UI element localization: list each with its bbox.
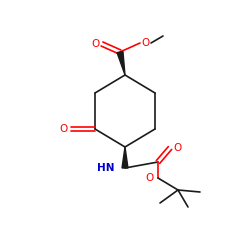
Text: O: O [60,124,68,134]
Text: O: O [92,39,100,49]
Text: O: O [142,38,150,48]
Polygon shape [122,147,128,168]
Polygon shape [117,51,125,75]
Text: HN: HN [98,163,115,173]
Text: O: O [173,143,181,153]
Text: O: O [145,173,153,183]
